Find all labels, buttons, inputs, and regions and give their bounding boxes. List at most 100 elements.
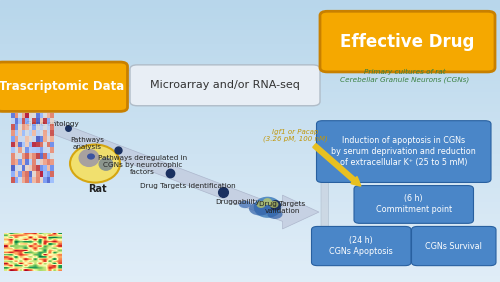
Bar — [0, 152, 500, 155]
Bar — [0, 104, 500, 107]
Bar — [0, 118, 500, 121]
Bar — [0, 11, 500, 14]
Bar — [0, 189, 500, 192]
Text: Drug Targets
validation: Drug Targets validation — [260, 201, 306, 214]
Text: Rat: Rat — [88, 184, 107, 194]
FancyBboxPatch shape — [312, 226, 411, 266]
Bar — [0, 172, 500, 175]
Bar — [0, 144, 500, 147]
Bar — [0, 178, 500, 180]
Bar — [0, 254, 500, 257]
Bar — [0, 220, 500, 223]
Bar — [0, 262, 500, 265]
Bar — [0, 259, 500, 262]
Bar — [0, 79, 500, 82]
Bar — [0, 279, 500, 282]
Bar — [0, 135, 500, 138]
Bar — [0, 130, 500, 133]
Ellipse shape — [78, 149, 100, 167]
FancyBboxPatch shape — [0, 62, 128, 111]
Bar — [0, 110, 500, 113]
Bar — [0, 149, 500, 152]
Bar — [0, 158, 500, 161]
Bar — [0, 217, 500, 220]
Bar — [0, 31, 500, 34]
Bar — [0, 14, 500, 17]
FancyBboxPatch shape — [320, 11, 495, 72]
Bar — [0, 76, 500, 79]
Bar — [0, 65, 500, 68]
Bar — [0, 164, 500, 166]
Bar — [0, 161, 500, 164]
Text: Pathways deregulated in
CGNs by neurotrophic
factors: Pathways deregulated in CGNs by neurotro… — [98, 155, 187, 175]
Bar — [0, 147, 500, 149]
Bar — [0, 214, 500, 217]
Bar — [0, 124, 500, 127]
Bar — [0, 8, 500, 11]
Text: Trascriptomic Data: Trascriptomic Data — [0, 80, 124, 93]
Bar — [0, 251, 500, 254]
Bar — [0, 155, 500, 158]
Bar — [0, 186, 500, 189]
Bar — [0, 192, 500, 195]
Bar — [0, 206, 500, 209]
Text: Pathways
analysis: Pathways analysis — [70, 137, 104, 150]
Bar — [0, 231, 500, 234]
Bar — [0, 102, 500, 104]
Bar — [0, 48, 500, 51]
Bar — [0, 51, 500, 54]
Bar — [0, 243, 500, 245]
Ellipse shape — [270, 201, 278, 208]
Bar — [0, 234, 500, 237]
Bar — [0, 197, 500, 200]
FancyBboxPatch shape — [130, 65, 320, 106]
Bar — [0, 127, 500, 130]
Bar — [0, 34, 500, 37]
Bar — [0, 180, 500, 183]
Bar — [0, 93, 500, 96]
Ellipse shape — [87, 153, 95, 160]
Bar — [0, 85, 500, 87]
Bar — [0, 17, 500, 20]
Bar — [0, 248, 500, 251]
Bar — [0, 209, 500, 212]
Bar — [0, 240, 500, 243]
Bar — [0, 175, 500, 178]
Bar — [0, 237, 500, 240]
Bar — [0, 268, 500, 271]
Bar — [0, 212, 500, 214]
Bar — [0, 96, 500, 99]
Bar — [0, 45, 500, 48]
Bar — [0, 138, 500, 141]
Text: Primary cultures of rat
Cerebellar Granule Neurons (CGNs): Primary cultures of rat Cerebellar Granu… — [340, 69, 469, 83]
Text: CGNs Survival: CGNs Survival — [426, 242, 482, 250]
Bar — [0, 271, 500, 274]
Ellipse shape — [268, 210, 282, 219]
Ellipse shape — [239, 201, 251, 208]
Ellipse shape — [256, 201, 266, 208]
Bar — [0, 82, 500, 85]
Bar — [0, 3, 500, 6]
Bar — [0, 90, 500, 93]
Bar — [0, 70, 500, 73]
Polygon shape — [312, 180, 338, 254]
Polygon shape — [38, 114, 319, 229]
Bar — [0, 223, 500, 226]
Text: Igf1 or Pacap
(3.26 pM, 100 nM): Igf1 or Pacap (3.26 pM, 100 nM) — [262, 129, 328, 142]
Bar — [0, 62, 500, 65]
FancyBboxPatch shape — [316, 121, 491, 182]
Bar — [0, 265, 500, 268]
Bar — [0, 226, 500, 228]
Bar — [0, 228, 500, 231]
Bar — [0, 37, 500, 39]
Bar — [0, 245, 500, 248]
Bar — [0, 87, 500, 90]
FancyBboxPatch shape — [412, 226, 496, 266]
Text: Induction of apoptosis in CGNs
by serum deprivation and reduction
of extracellul: Induction of apoptosis in CGNs by serum … — [332, 136, 476, 167]
Bar — [0, 276, 500, 279]
Bar — [0, 59, 500, 62]
Bar — [0, 257, 500, 259]
Text: Gene ontology: Gene ontology — [26, 121, 79, 127]
Ellipse shape — [254, 197, 281, 218]
Text: Druggability: Druggability — [215, 199, 260, 205]
